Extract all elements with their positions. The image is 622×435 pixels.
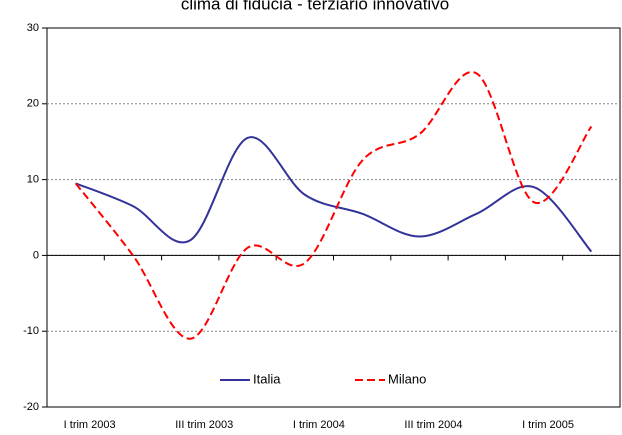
legend-label: Italia (253, 371, 281, 386)
y-tick-label: 20 (27, 98, 39, 110)
legend-label: Milano (388, 371, 426, 386)
y-tick-label: 10 (27, 174, 39, 186)
y-tick-label: -10 (23, 325, 39, 337)
y-tick-label: 0 (33, 249, 39, 261)
line-series (74, 71, 593, 340)
x-tick-label: I trim 2003 (64, 419, 116, 431)
line-series (75, 136, 593, 253)
plot-area (46, 27, 621, 408)
y-tick-label: -20 (23, 401, 39, 413)
x-tick-label: I trim 2004 (293, 419, 345, 431)
chart-title: clima di fiducia - terziario innovativo (181, 0, 449, 13)
x-tick-label: III trim 2003 (175, 419, 233, 431)
x-tick-label: III trim 2004 (404, 419, 462, 431)
x-tick-label: I trim 2005 (522, 419, 574, 431)
y-tick-label: 30 (27, 22, 39, 34)
